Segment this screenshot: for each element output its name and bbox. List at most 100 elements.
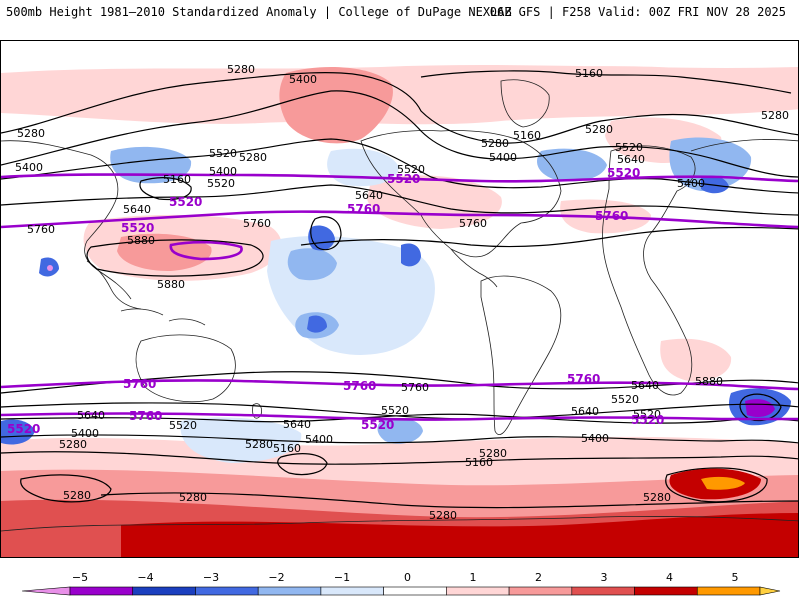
contour-5160-south-low bbox=[277, 453, 328, 476]
colorbar-segment bbox=[634, 586, 698, 596]
contour-label: 5160 bbox=[465, 456, 493, 469]
contour-label: 5640 bbox=[355, 189, 383, 202]
contour-5400-south bbox=[1, 434, 798, 444]
contour-label: 5280 bbox=[481, 137, 509, 150]
contour-5400-north bbox=[1, 90, 798, 178]
colorbar-tick-label: −1 bbox=[334, 571, 350, 584]
contour-label-purple: 5520 bbox=[631, 413, 664, 427]
contour-label: 5640 bbox=[77, 409, 105, 422]
contour-label: 5520 bbox=[207, 177, 235, 190]
anomaly-positive-south-pacific bbox=[38, 474, 112, 501]
contour-label: 5640 bbox=[571, 405, 599, 418]
contour-labels: 5280 5400 5160 5280 5160 5280 5400 5520 … bbox=[15, 63, 789, 522]
contour-label-purple: 5520 bbox=[121, 221, 154, 235]
contour-label: 5640 bbox=[283, 418, 311, 431]
purple-contours bbox=[1, 173, 798, 421]
contour-label: 5400 bbox=[15, 161, 43, 174]
anomaly-extreme-south-indian bbox=[701, 476, 745, 490]
colorbar-segment bbox=[696, 586, 761, 596]
anomaly-negative-tropical-core-5 bbox=[307, 315, 327, 333]
contour-5280-north bbox=[1, 72, 798, 144]
coastlines bbox=[1, 79, 798, 532]
colorbar-tick-label: 3 bbox=[601, 571, 608, 584]
contour-label: 5880 bbox=[695, 375, 723, 388]
contour-label: 5280 bbox=[761, 109, 789, 122]
contour-label-purple: 5520 bbox=[387, 172, 420, 186]
contour-label: 5520 bbox=[209, 147, 237, 160]
contour-5280-south bbox=[1, 451, 798, 465]
contour-label: 5880 bbox=[127, 234, 155, 247]
colorbar-tick-label: 2 bbox=[535, 571, 542, 584]
north-america-outline bbox=[360, 130, 562, 258]
colorbar-segment bbox=[257, 586, 322, 596]
anomaly-negative-siberia-core bbox=[701, 175, 729, 194]
anomaly-shading bbox=[1, 65, 798, 557]
contour-5280-antarctic-2 bbox=[100, 492, 798, 509]
colorbar-segment bbox=[69, 586, 134, 596]
colorbar-tick-label: 0 bbox=[404, 571, 411, 584]
contour-5280-antarctic bbox=[20, 474, 112, 503]
south-america-outline bbox=[480, 275, 562, 435]
map-title: 500mb Height 1981–2010 Standardized Anom… bbox=[6, 5, 512, 19]
contour-label-purple: 5520 bbox=[169, 195, 202, 209]
contour-5280-south-indian bbox=[665, 467, 768, 503]
contour-label: 5400 bbox=[489, 151, 517, 164]
anomaly-negative-hudson bbox=[537, 148, 607, 182]
contour-5640-mid bbox=[300, 226, 798, 248]
typhoon-core bbox=[47, 265, 53, 271]
contour-label: 5400 bbox=[71, 427, 99, 440]
anomaly-negative-south-atlantic-core bbox=[745, 399, 775, 417]
purple-contour-5760-north bbox=[1, 210, 798, 229]
contour-label: 5400 bbox=[289, 73, 317, 86]
contour-label: 5520 bbox=[169, 419, 197, 432]
contour-label: 5760 bbox=[27, 223, 55, 236]
contour-label-purple: 5520 bbox=[607, 166, 640, 180]
colorbar-tick-labels: −5 −4 −3 −2 −1 0 1 2 3 4 5 bbox=[72, 571, 739, 584]
contour-label: 5280 bbox=[17, 127, 45, 140]
colorbar-segment bbox=[320, 586, 384, 596]
contour-label: 5520 bbox=[381, 404, 409, 417]
contour-label-purple: 5760 bbox=[567, 372, 600, 386]
antarctica-outline bbox=[1, 516, 798, 532]
europe-africa-outline bbox=[602, 145, 696, 396]
colorbar-tick-label: 5 bbox=[732, 571, 739, 584]
contour-label: 5760 bbox=[401, 381, 429, 394]
contour-label: 5280 bbox=[245, 438, 273, 451]
contour-5160-north bbox=[420, 70, 792, 94]
colorbar-tick-label: 4 bbox=[666, 571, 673, 584]
contour-label: 5640 bbox=[617, 153, 645, 166]
contour-label-purple: 5760 bbox=[129, 409, 162, 423]
colorbar-tick-label: −2 bbox=[268, 571, 284, 584]
colorbar-segment bbox=[132, 586, 196, 596]
contour-label-purple: 5760 bbox=[347, 202, 380, 216]
greenland-outline bbox=[500, 79, 550, 128]
contour-label-purple: 5520 bbox=[361, 418, 394, 432]
contour-label: 5520 bbox=[615, 141, 643, 154]
colorbar-segment bbox=[383, 586, 447, 596]
colorbar-extend-low bbox=[21, 586, 71, 596]
contour-label: 5880 bbox=[157, 278, 185, 291]
purple-contour-5880-pacific bbox=[169, 240, 243, 261]
contour-label: 5520 bbox=[633, 408, 661, 421]
purple-contour-labels: 5520 5520 5760 5760 5520 5520 5760 5760 … bbox=[7, 166, 664, 436]
contour-label-purple: 5520 bbox=[7, 422, 40, 436]
contour-label: 5400 bbox=[581, 432, 609, 445]
purple-contour-5520-north bbox=[1, 173, 798, 183]
colorbar-segment bbox=[195, 586, 259, 596]
anomaly-negative-tropical-core-1 bbox=[287, 248, 337, 281]
contour-label: 5160 bbox=[163, 173, 191, 186]
contour-label: 5760 bbox=[459, 217, 487, 230]
colorbar: −5 −4 −3 −2 −1 0 1 2 3 4 5 bbox=[0, 560, 800, 600]
anomaly-negative-south-pacific bbox=[180, 417, 302, 463]
colorbar-tick-label: −4 bbox=[137, 571, 153, 584]
contour-label: 5400 bbox=[209, 165, 237, 178]
contour-label: 5280 bbox=[643, 491, 671, 504]
contour-label: 5280 bbox=[239, 151, 267, 164]
contour-label: 5400 bbox=[677, 177, 705, 190]
colorbar-segment bbox=[508, 586, 573, 596]
contour-label: 5640 bbox=[631, 379, 659, 392]
purple-contour-5520-south bbox=[1, 412, 798, 421]
contour-label: 5160 bbox=[513, 129, 541, 142]
colorbar-tick-label: −5 bbox=[72, 571, 88, 584]
contour-label: 5280 bbox=[479, 447, 507, 460]
